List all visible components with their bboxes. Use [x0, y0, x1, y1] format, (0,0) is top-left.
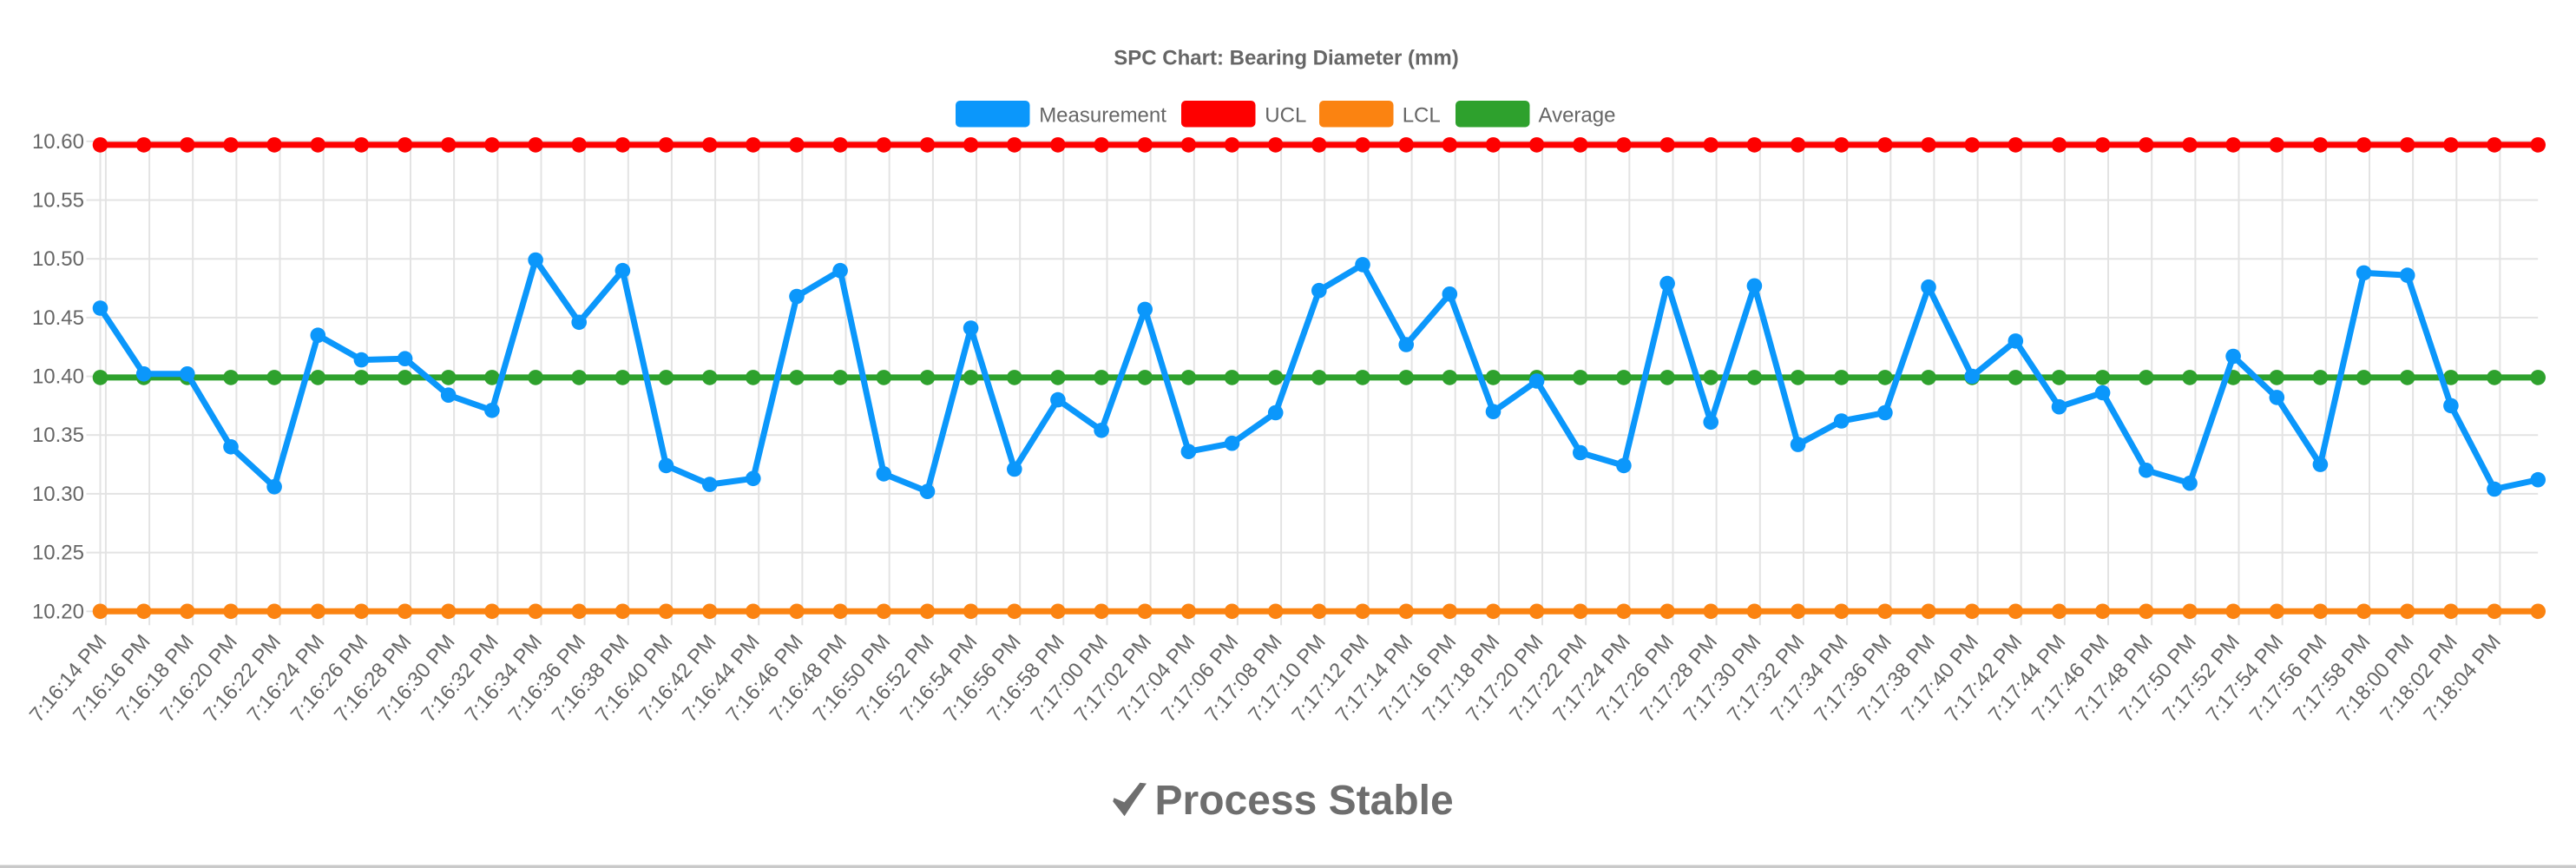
svg-text:Measurement: Measurement [1039, 104, 1166, 128]
svg-text:10.30: 10.30 [32, 483, 84, 506]
svg-text:UCL: UCL [1265, 104, 1306, 128]
svg-text:10.55: 10.55 [32, 189, 84, 213]
svg-text:10.20: 10.20 [32, 600, 84, 623]
svg-text:10.50: 10.50 [32, 247, 84, 271]
svg-text:10.60: 10.60 [32, 130, 84, 154]
svg-text:SPC Chart: Bearing Diameter (m: SPC Chart: Bearing Diameter (mm) [1114, 47, 1458, 70]
svg-text:Average: Average [1539, 104, 1616, 128]
svg-text:Process Stable: Process Stable [1155, 778, 1454, 824]
svg-text:10.25: 10.25 [32, 542, 84, 565]
svg-text:10.45: 10.45 [32, 306, 84, 330]
svg-text:10.35: 10.35 [32, 424, 84, 447]
svg-text:LCL: LCL [1403, 104, 1441, 128]
svg-text:10.40: 10.40 [32, 365, 84, 389]
